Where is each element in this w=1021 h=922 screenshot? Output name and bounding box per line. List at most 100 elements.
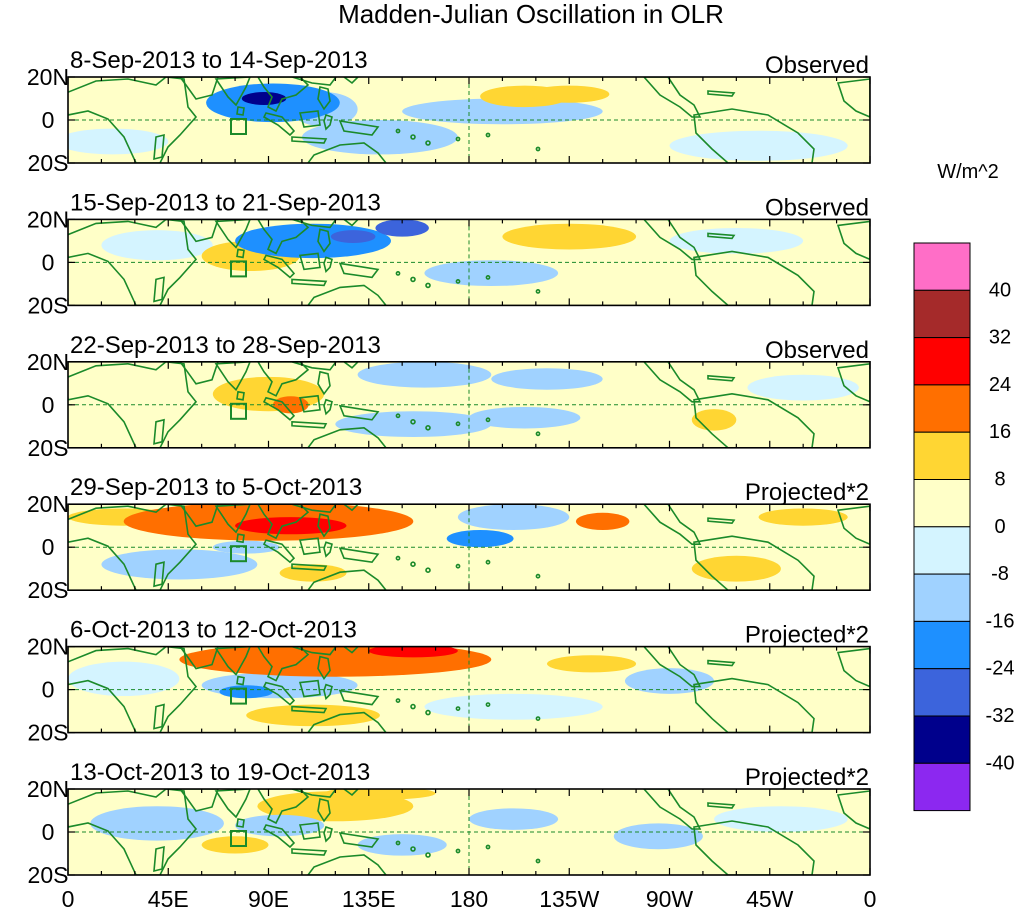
map-panel: 22-Sep-2013 to 28-Sep-2013 Observed 20N 0 20… [27,332,871,461]
anomaly-region [375,219,429,237]
panel-type-label: Observed [765,194,869,221]
colorbar-swatch [913,762,971,812]
x-tick-label: 0 [62,886,75,912]
anomaly-region [624,668,715,694]
panel-type-label: Projected*2 [745,479,869,506]
colorbar-label: 0 [994,516,1005,538]
colorbar-label: -24 [986,658,1015,680]
olr-anomaly-map [67,218,871,307]
anomaly-region [714,806,848,832]
anomaly-region [491,368,603,390]
panel-type-label: Projected*2 [745,764,869,791]
anomaly-region [272,396,309,414]
x-tick-label: 135W [539,886,599,912]
y-tick-label: 20S [28,862,69,888]
reference-box [230,687,247,705]
map-panel: 8-Sep-2013 to 14-Sep-2013 Observed 20N 0 20S [27,47,871,176]
anomaly-region [201,836,269,854]
y-tick-label: 20S [28,577,69,603]
anomaly-region [424,260,559,287]
y-tick-label: 20S [28,435,69,461]
anomaly-region [301,120,458,155]
reference-box [230,402,247,420]
y-tick-label: 0 [42,107,55,133]
colorbar-swatch [913,289,971,339]
anomaly-region [402,98,603,125]
y-tick-label: 20N [27,634,69,660]
y-tick-label: 0 [42,249,55,275]
anomaly-region [613,823,703,850]
olr-anomaly-map [67,360,871,449]
panel-date-range: 15-Sep-2013 to 21-Sep-2013 [70,189,381,216]
anomaly-region [241,92,287,105]
anomaly-region [246,704,380,727]
anomaly-region [680,847,793,869]
panel-date-range: 6-Oct-2013 to 12-Oct-2013 [70,617,357,644]
anomaly-region [747,374,859,401]
panel-type-label: Observed [765,337,869,364]
colorbar-label: 8 [994,469,1005,491]
anomaly-region [324,77,481,99]
colorbar-label: -40 [986,752,1015,774]
panel-date-range: 8-Sep-2013 to 14-Sep-2013 [70,47,368,74]
anomaly-region [546,804,637,826]
y-tick-label: 0 [42,819,55,845]
anomaly-region [357,361,492,388]
anomaly-region [602,258,715,293]
colorbar-swatch [913,573,971,622]
y-tick-label: 0 [42,677,55,703]
anomaly-region [469,808,559,830]
y-tick-label: 20S [28,292,69,318]
colorbar-swatch [913,337,971,386]
colorbar-label: -8 [991,563,1009,585]
y-tick-label: 20N [27,776,69,802]
x-tick-label: 135E [342,886,396,912]
x-tick-label: 0 [864,886,877,912]
panel-date-range: 22-Sep-2013 to 28-Sep-2013 [70,332,381,359]
anomaly-region [546,655,637,673]
anomaly-region [68,661,180,697]
anomaly-region [691,555,781,582]
reference-box [230,545,247,563]
anomaly-region [580,381,648,399]
map-panel: 29-Sep-2013 to 5-Oct-2013 Projected*2 20N 0… [27,474,871,603]
y-tick-label: 0 [42,392,55,418]
anomaly-region [101,381,213,412]
olr-anomaly-map [67,76,871,164]
colorbar-label: 32 [989,327,1011,349]
colorbar-swatch [913,431,971,481]
anomaly-region [575,512,630,530]
anomaly-region [469,406,581,429]
y-tick-label: 20N [27,206,69,232]
anomaly-region [457,504,570,530]
colorbar-swatch [913,715,971,764]
anomaly-region [235,814,325,837]
anomaly-region [669,130,848,161]
anomaly-region [736,687,870,718]
y-tick-label: 20N [27,491,69,517]
units-label: W/m^2 [937,161,999,183]
anomaly-region [758,508,848,526]
y-tick-label: 20S [28,720,69,746]
colorbar-swatch [913,242,971,291]
x-tick-label: 45W [746,886,794,912]
anomaly-region [502,223,637,250]
colorbar-label: 24 [989,374,1011,396]
map-panel: 13-Oct-2013 to 19-Oct-2013 Projected*2 20N… [27,759,871,888]
olr-anomaly-map [67,503,871,592]
y-tick-label: 20S [28,150,69,176]
anomaly-region [357,834,447,856]
colorbar-swatch [913,526,971,575]
y-tick-label: 20N [27,349,69,375]
x-tick-label: 45E [148,886,189,912]
reference-box [230,830,247,847]
anomaly-region [780,271,870,297]
anomaly-region [446,530,514,548]
colorbar-swatch [913,384,971,433]
colorbar-swatch [913,668,971,717]
figure-title: Madden-Julian Oscillation in OLR [338,0,724,29]
anomaly-region [424,693,603,720]
panel-date-range: 29-Sep-2013 to 5-Oct-2013 [70,474,362,501]
colorbar-label: -16 [986,610,1015,632]
